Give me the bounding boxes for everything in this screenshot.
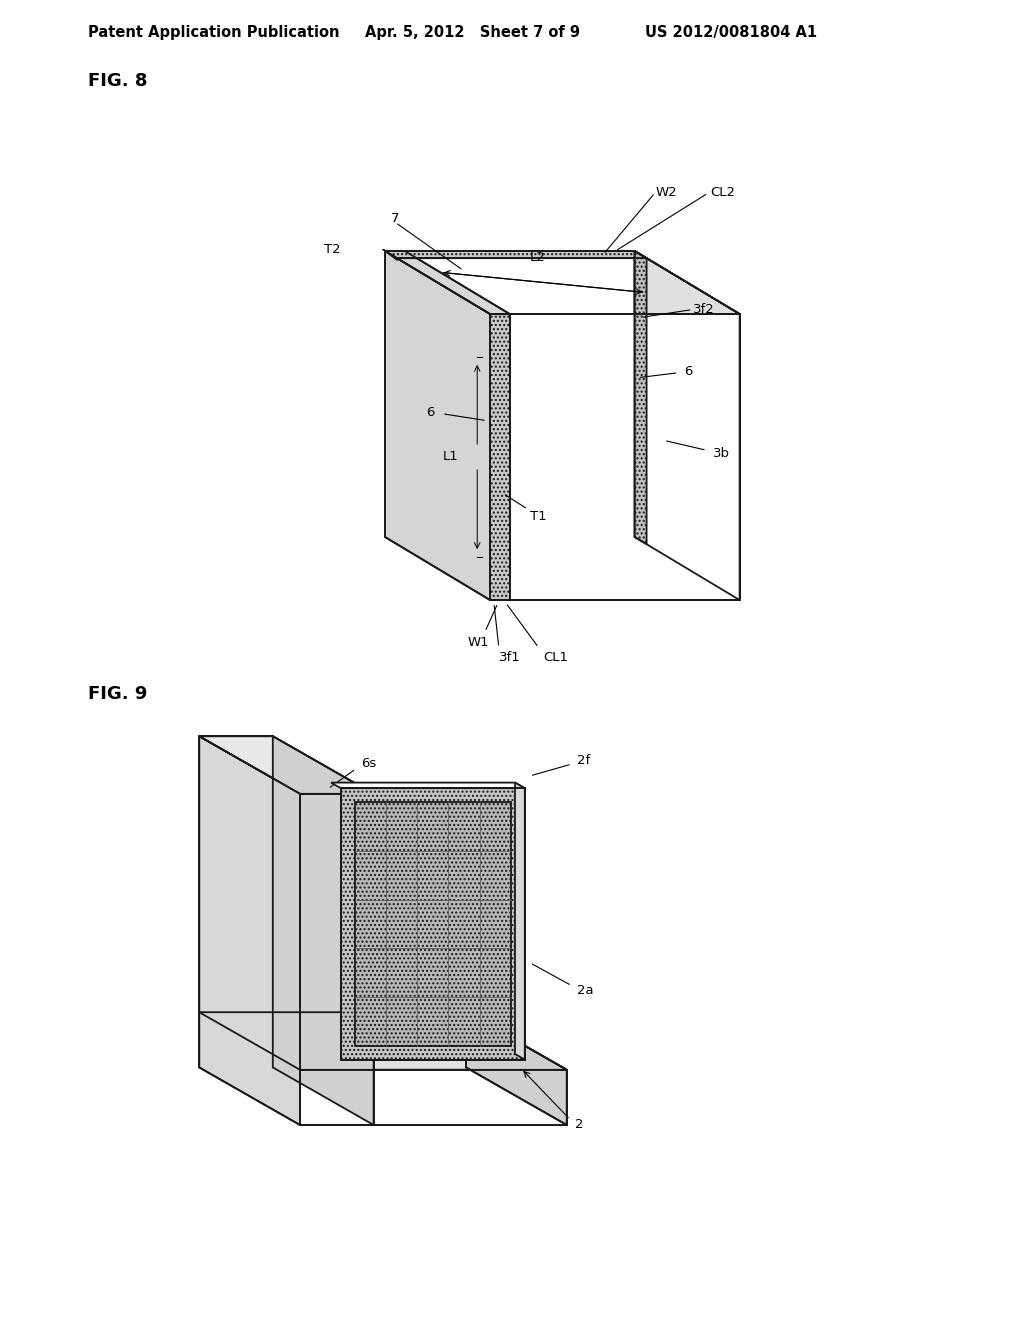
Text: 7: 7 xyxy=(391,213,399,224)
Polygon shape xyxy=(200,737,374,793)
Text: S: S xyxy=(508,919,516,932)
Polygon shape xyxy=(341,788,524,1060)
Text: 6s: 6s xyxy=(361,758,376,771)
Polygon shape xyxy=(331,783,524,788)
Text: CL2: CL2 xyxy=(711,186,735,199)
Polygon shape xyxy=(200,1012,567,1069)
Polygon shape xyxy=(385,251,739,314)
Polygon shape xyxy=(385,251,510,314)
Polygon shape xyxy=(272,737,374,1125)
Text: 2: 2 xyxy=(575,1118,584,1131)
Polygon shape xyxy=(490,314,510,601)
Text: 2f: 2f xyxy=(577,755,590,767)
Text: Patent Application Publication: Patent Application Publication xyxy=(88,25,340,40)
Text: US 2012/0081804 A1: US 2012/0081804 A1 xyxy=(645,25,817,40)
Polygon shape xyxy=(515,783,524,1060)
Text: 3f1: 3f1 xyxy=(499,651,520,664)
Text: W2: W2 xyxy=(655,186,677,199)
Polygon shape xyxy=(635,251,646,544)
Polygon shape xyxy=(300,1069,567,1125)
Polygon shape xyxy=(466,1012,567,1125)
Text: FIG. 9: FIG. 9 xyxy=(88,685,147,704)
Text: T1: T1 xyxy=(529,510,546,523)
Polygon shape xyxy=(300,793,374,1125)
Polygon shape xyxy=(490,314,739,601)
Text: L2: L2 xyxy=(530,251,546,264)
Polygon shape xyxy=(635,251,739,601)
Text: Apr. 5, 2012   Sheet 7 of 9: Apr. 5, 2012 Sheet 7 of 9 xyxy=(365,25,580,40)
Text: FIG. 8: FIG. 8 xyxy=(88,73,147,90)
Text: 2a: 2a xyxy=(577,985,594,997)
Text: 6: 6 xyxy=(426,407,434,420)
Text: 3b: 3b xyxy=(713,447,730,459)
Text: 6: 6 xyxy=(685,366,693,379)
Text: T2: T2 xyxy=(325,243,341,256)
Polygon shape xyxy=(385,251,490,601)
Text: CL1: CL1 xyxy=(543,651,567,664)
Polygon shape xyxy=(354,803,511,1045)
Polygon shape xyxy=(200,737,272,1068)
Text: W1: W1 xyxy=(467,635,488,648)
Polygon shape xyxy=(385,251,646,259)
Text: 3f2: 3f2 xyxy=(692,304,715,315)
Text: L1: L1 xyxy=(442,450,458,463)
Polygon shape xyxy=(200,737,300,1125)
Polygon shape xyxy=(200,1012,466,1068)
